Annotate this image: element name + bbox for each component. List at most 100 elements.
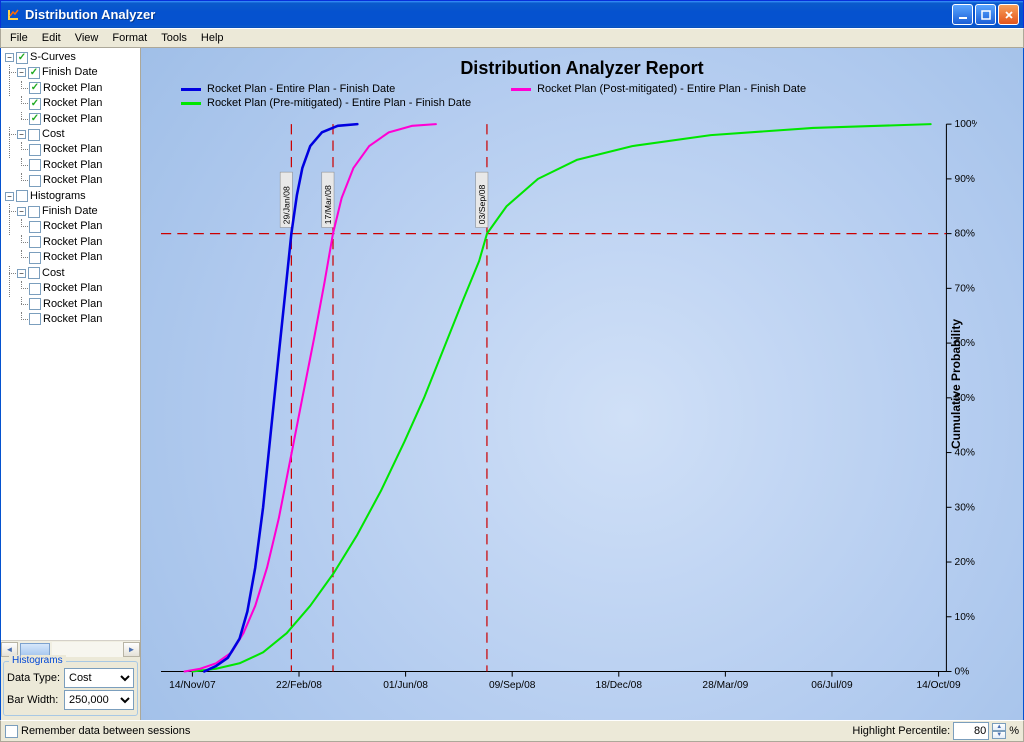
legend-swatch	[511, 88, 531, 91]
tree-item[interactable]: Rocket Plan	[43, 97, 102, 109]
plot-area: 0%10%20%30%40%50%60%70%80%90%100%14/Nov/…	[161, 118, 977, 692]
remember-label: Remember data between sessions	[21, 725, 190, 737]
svg-text:30%: 30%	[955, 502, 975, 513]
scroll-right-icon[interactable]: ►	[123, 642, 140, 657]
tree-item[interactable]: Rocket Plan	[43, 282, 102, 294]
expander-icon[interactable]: −	[5, 192, 14, 201]
expander-icon[interactable]: −	[17, 207, 26, 216]
svg-text:18/Dec/08: 18/Dec/08	[596, 680, 643, 691]
tree-item[interactable]: Rocket Plan	[43, 251, 102, 263]
window-title: Distribution Analyzer	[25, 7, 952, 22]
groupbox-legend: Histograms	[9, 655, 66, 666]
minimize-button[interactable]	[952, 4, 973, 25]
tree-finishdate[interactable]: Finish Date	[42, 66, 98, 78]
svg-text:100%: 100%	[955, 119, 977, 130]
tree-item[interactable]: Rocket Plan	[43, 313, 102, 325]
tree-item[interactable]: Rocket Plan	[43, 236, 102, 248]
highlight-label: Highlight Percentile:	[852, 725, 950, 737]
spinner-up-icon[interactable]: ▲	[992, 723, 1006, 731]
statusbar: Remember data between sessions Highlight…	[0, 720, 1024, 742]
datatype-label: Data Type:	[7, 672, 62, 684]
tree-cost[interactable]: Cost	[42, 267, 65, 279]
tree-view[interactable]: −S-Curves −Finish Date Rocket Plan Rocke…	[1, 48, 140, 640]
tree-scurves[interactable]: S-Curves	[30, 51, 76, 63]
svg-text:10%: 10%	[955, 612, 975, 623]
chart-svg: 0%10%20%30%40%50%60%70%80%90%100%14/Nov/…	[161, 118, 977, 692]
menubar: File Edit View Format Tools Help	[0, 28, 1024, 48]
svg-text:28/Mar/09: 28/Mar/09	[702, 680, 748, 691]
tree-item[interactable]: Rocket Plan	[43, 159, 102, 171]
svg-text:20%: 20%	[955, 557, 975, 568]
tree-cost[interactable]: Cost	[42, 128, 65, 140]
svg-text:14/Nov/07: 14/Nov/07	[169, 680, 216, 691]
legend-label: Rocket Plan (Post-mitigated) - Entire Pl…	[537, 83, 806, 95]
tree-item[interactable]: Rocket Plan	[43, 220, 102, 232]
tree-histograms[interactable]: Histograms	[30, 190, 86, 202]
expander-icon[interactable]: −	[17, 269, 26, 278]
checkbox[interactable]	[28, 67, 40, 79]
svg-text:17/Mar/08: 17/Mar/08	[323, 185, 333, 224]
svg-text:09/Sep/08: 09/Sep/08	[489, 680, 536, 691]
checkbox[interactable]	[29, 159, 41, 171]
tree-item[interactable]: Rocket Plan	[43, 174, 102, 186]
highlight-input[interactable]	[953, 722, 989, 740]
checkbox[interactable]	[29, 298, 41, 310]
svg-text:01/Jun/08: 01/Jun/08	[383, 680, 428, 691]
legend-swatch	[181, 88, 201, 91]
checkbox[interactable]	[28, 267, 40, 279]
chart-legend: Rocket Plan - Entire Plan - Finish Date …	[141, 83, 1023, 111]
menu-help[interactable]: Help	[194, 30, 231, 46]
checkbox[interactable]	[29, 313, 41, 325]
checkbox[interactable]	[28, 206, 40, 218]
svg-text:06/Jul/09: 06/Jul/09	[811, 680, 853, 691]
checkbox[interactable]	[29, 144, 41, 156]
spinner[interactable]: ▲▼	[992, 723, 1006, 739]
checkbox[interactable]	[16, 190, 28, 202]
menu-format[interactable]: Format	[105, 30, 154, 46]
checkbox[interactable]	[29, 283, 41, 295]
pct-label: %	[1009, 725, 1019, 737]
menu-file[interactable]: File	[3, 30, 35, 46]
svg-text:90%: 90%	[955, 174, 975, 185]
checkbox[interactable]	[29, 113, 41, 125]
app-icon	[5, 7, 21, 23]
legend-label: Rocket Plan (Pre-mitigated) - Entire Pla…	[207, 97, 471, 109]
left-panel: −S-Curves −Finish Date Rocket Plan Rocke…	[1, 48, 141, 720]
scroll-thumb[interactable]	[20, 643, 50, 656]
menu-view[interactable]: View	[68, 30, 106, 46]
svg-text:0%: 0%	[955, 667, 970, 678]
expander-icon[interactable]: −	[17, 130, 26, 139]
yaxis-label: Cumulative Probability	[949, 319, 963, 449]
tree-item[interactable]: Rocket Plan	[43, 143, 102, 155]
legend-label: Rocket Plan - Entire Plan - Finish Date	[207, 83, 395, 95]
histograms-groupbox: Histograms Data Type: Cost Bar Width: 25…	[3, 661, 138, 716]
menu-edit[interactable]: Edit	[35, 30, 68, 46]
tree-item[interactable]: Rocket Plan	[43, 298, 102, 310]
checkbox[interactable]	[29, 175, 41, 187]
close-button[interactable]	[998, 4, 1019, 25]
expander-icon[interactable]: −	[17, 68, 26, 77]
checkbox[interactable]	[29, 236, 41, 248]
svg-text:03/Sep/08: 03/Sep/08	[477, 185, 487, 225]
tree-item[interactable]: Rocket Plan	[43, 113, 102, 125]
svg-text:22/Feb/08: 22/Feb/08	[276, 680, 322, 691]
datatype-select[interactable]: Cost	[64, 668, 134, 688]
checkbox[interactable]	[29, 252, 41, 264]
checkbox[interactable]	[16, 52, 28, 64]
barwidth-label: Bar Width:	[7, 694, 62, 706]
svg-text:40%: 40%	[955, 448, 975, 459]
svg-text:70%: 70%	[955, 283, 975, 294]
barwidth-select[interactable]: 250,000	[64, 690, 134, 710]
svg-text:29/Jan/08: 29/Jan/08	[281, 186, 291, 224]
checkbox[interactable]	[29, 82, 41, 94]
menu-tools[interactable]: Tools	[154, 30, 194, 46]
checkbox[interactable]	[29, 221, 41, 233]
tree-finishdate[interactable]: Finish Date	[42, 205, 98, 217]
tree-item[interactable]: Rocket Plan	[43, 82, 102, 94]
maximize-button[interactable]	[975, 4, 996, 25]
expander-icon[interactable]: −	[5, 53, 14, 62]
checkbox[interactable]	[28, 129, 40, 141]
checkbox[interactable]	[29, 98, 41, 110]
spinner-down-icon[interactable]: ▼	[992, 731, 1006, 739]
remember-checkbox[interactable]	[5, 725, 18, 738]
